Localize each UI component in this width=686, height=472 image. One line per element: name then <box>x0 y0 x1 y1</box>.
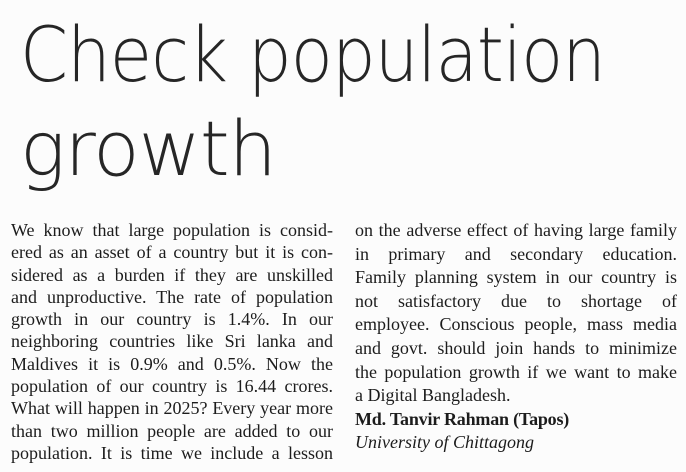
text-line: Family planning system in our country is <box>355 267 677 288</box>
text-line: population of our country is 16.44 crore… <box>11 376 333 397</box>
article-column-right: on the adverse effect of having large fa… <box>355 219 677 455</box>
text-line: We know that large population is consid- <box>11 220 333 240</box>
text-line: not satisfactory due to shortage of <box>355 290 677 311</box>
text-line: and govt. should join hands to minimize <box>355 337 677 358</box>
text-line: sidered as a burden if they are unskille… <box>11 264 333 285</box>
text-line: Md. Tanvir Rahman (Tapos) <box>355 408 570 429</box>
text-line: Maldives it is 0.9% and 0.5%. Now the <box>11 353 333 374</box>
text-line: What will happen in 2025? Every year mor… <box>11 398 333 419</box>
text-line: a Digital Bangladesh. <box>355 385 511 406</box>
text-line: and unproductive. The rate of population <box>11 286 333 307</box>
article-headline: Check population growth <box>20 8 606 196</box>
text-line: the population growth if we want to make <box>355 361 677 382</box>
headline-line-2: growth <box>20 102 605 196</box>
headline-line-1: Check population <box>20 8 606 102</box>
text-line: growth in our country is 1.4%. In our <box>11 309 333 330</box>
article-column-left: We know that large population is consid-… <box>11 219 333 464</box>
text-line: than two million people are added to our <box>11 420 333 441</box>
text-line: ered as an asset of a country but it is … <box>11 242 333 263</box>
text-line: on the adverse effect of having large fa… <box>355 220 677 240</box>
headline-text-1: Check population <box>20 10 606 99</box>
text-line: University of Chittagong <box>355 432 534 453</box>
text-line: employee. Conscious people, mass media <box>355 314 677 335</box>
text-line: neighboring countries like Sri lanka and <box>11 331 333 352</box>
text-line: in primary and secondary education. <box>355 243 677 264</box>
headline-text-2: growth <box>20 104 277 193</box>
text-line: population. It is time we include a less… <box>11 442 333 463</box>
